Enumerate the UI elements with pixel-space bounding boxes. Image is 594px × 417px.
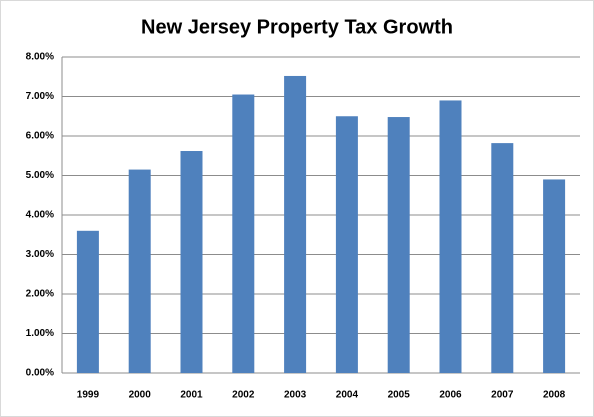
chart-title: New Jersey Property Tax Growth bbox=[141, 16, 453, 38]
x-tick-label: 2001 bbox=[180, 390, 203, 401]
y-tick-label: 0.00% bbox=[26, 368, 54, 379]
x-tick-label: 2006 bbox=[439, 390, 462, 401]
y-tick-label: 1.00% bbox=[26, 328, 54, 339]
y-tick-label: 6.00% bbox=[26, 131, 54, 142]
bar bbox=[491, 143, 514, 373]
y-tick-label: 5.00% bbox=[26, 170, 54, 181]
bar bbox=[284, 75, 307, 374]
bar bbox=[543, 179, 566, 373]
bar bbox=[128, 169, 151, 373]
x-tick-label: 2007 bbox=[491, 390, 514, 401]
bar bbox=[76, 230, 99, 373]
bar bbox=[387, 117, 410, 373]
bar bbox=[439, 100, 462, 373]
x-tick-label: 2004 bbox=[336, 390, 359, 401]
bar bbox=[180, 151, 203, 373]
x-tick-label: 2005 bbox=[388, 390, 411, 401]
y-tick-label: 4.00% bbox=[26, 210, 54, 221]
y-tick-label: 2.00% bbox=[26, 289, 54, 300]
bar bbox=[232, 94, 255, 374]
x-tick-label: 1999 bbox=[77, 390, 100, 401]
x-tick-label: 2002 bbox=[232, 390, 255, 401]
bar bbox=[335, 116, 358, 373]
x-tick-label: 2000 bbox=[129, 390, 152, 401]
y-tick-label: 8.00% bbox=[26, 52, 54, 63]
y-tick-label: 3.00% bbox=[26, 249, 54, 260]
x-tick-label: 2003 bbox=[284, 390, 307, 401]
x-tick-label: 2008 bbox=[543, 390, 566, 401]
y-tick-label: 7.00% bbox=[26, 91, 54, 102]
